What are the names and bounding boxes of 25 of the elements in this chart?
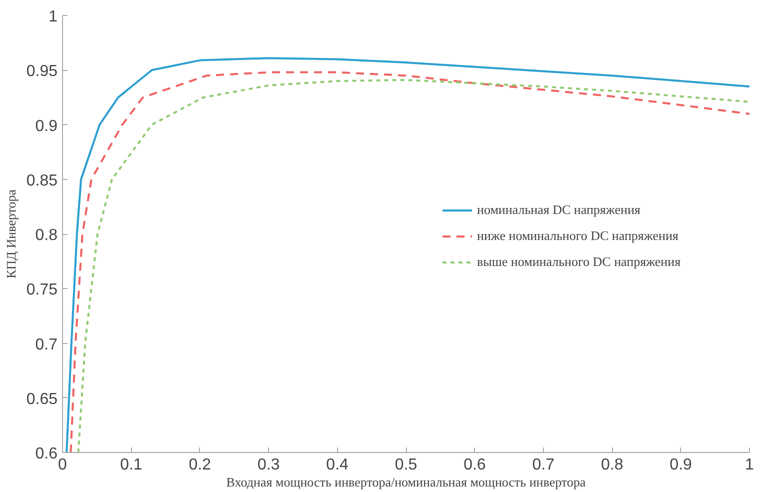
y-tick-label: 0.7 <box>35 336 58 354</box>
y-tick-label: 0.8 <box>35 227 58 244</box>
y-tick-label: 0.65 <box>26 390 58 408</box>
legend-label: номинальная DC напряжения <box>477 202 640 218</box>
y-tick-label: 0.95 <box>26 63 58 80</box>
x-tick-label: 0.6 <box>464 456 486 474</box>
y-tick-label: 0.9 <box>35 118 58 135</box>
x-tick-label: 0.8 <box>600 456 624 474</box>
x-tick-label: 0.2 <box>188 456 212 474</box>
legend-label: выше номинального DC напряжения <box>477 254 681 270</box>
x-tick-label: 0.1 <box>120 456 142 474</box>
x-tick-label: 0.4 <box>326 456 349 474</box>
y-tick-label: 0.75 <box>26 282 58 299</box>
x-tick-label: 0.3 <box>257 456 280 474</box>
legend-label: ниже номинального DC напряжения <box>477 228 678 244</box>
y-tick-label: 0.6 <box>35 446 58 462</box>
y-tick-label: 1 <box>48 8 58 26</box>
x-tick-label: 1 <box>745 456 754 474</box>
x-axis-title: Входная мощность инвертора/номинальная мощность инвертора <box>226 474 586 490</box>
y-axis-title: КПД Инвертора <box>3 189 18 278</box>
y-tick-label: 0.85 <box>26 172 58 190</box>
x-tick-label: 0 <box>58 456 68 474</box>
x-tick-label: 0.5 <box>394 456 418 474</box>
x-tick-label: 0.7 <box>532 456 555 474</box>
x-tick-label: 0.9 <box>670 456 692 474</box>
